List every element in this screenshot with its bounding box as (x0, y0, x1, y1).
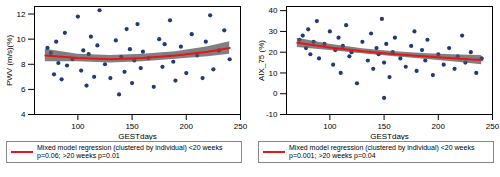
svg-text:PWV (m/s)(%): PWV (m/s)(%) (5, 35, 14, 86)
svg-text:200: 200 (432, 122, 446, 131)
svg-text:10: 10 (269, 69, 278, 78)
svg-text:10: 10 (17, 35, 26, 44)
svg-text:6: 6 (21, 85, 26, 94)
svg-text:AIX_75 (%): AIX_75 (%) (257, 40, 266, 81)
svg-text:8: 8 (21, 60, 26, 69)
html-text:Mixed model regression (cluste: Mixed model regression (clustered by ind… (289, 144, 475, 159)
svg-text:GESTdays: GESTdays (370, 132, 409, 141)
svg-text:20: 20 (269, 48, 278, 57)
html-text:Mixed model regression (cluste: Mixed model regression (clustered by ind… (37, 144, 223, 159)
svg-text:250: 250 (234, 122, 248, 131)
svg-text:100: 100 (323, 122, 337, 131)
svg-text:0: 0 (273, 89, 278, 98)
svg-text:100: 100 (71, 122, 85, 131)
svg-text:250: 250 (486, 122, 500, 131)
svg-text:40: 40 (269, 6, 278, 15)
svg-text:GESTdays: GESTdays (118, 132, 157, 141)
svg-text:-10: -10 (266, 110, 278, 119)
svg-text:4: 4 (21, 110, 26, 119)
svg-text:150: 150 (377, 122, 391, 131)
svg-text:12: 12 (17, 10, 26, 19)
svg-text:150: 150 (125, 122, 139, 131)
svg-text:30: 30 (269, 27, 278, 36)
svg-text:200: 200 (180, 122, 194, 131)
